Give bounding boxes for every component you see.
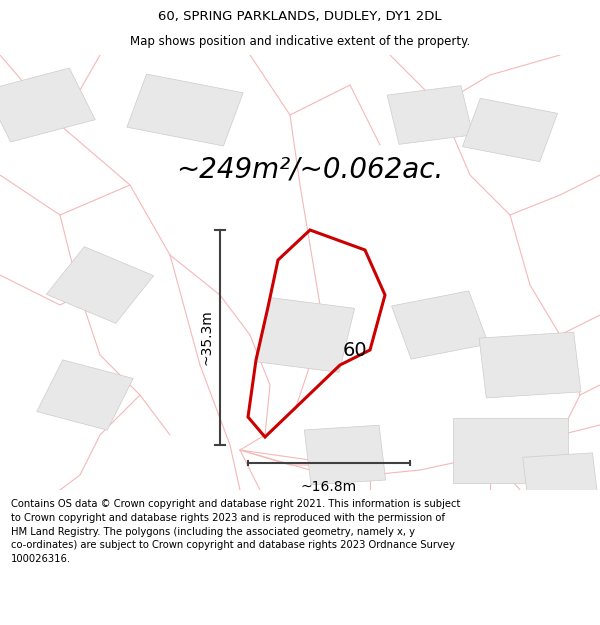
- Polygon shape: [37, 360, 133, 430]
- Polygon shape: [304, 425, 386, 485]
- Text: ~249m²/~0.062ac.: ~249m²/~0.062ac.: [176, 156, 443, 184]
- Polygon shape: [387, 86, 473, 144]
- Text: ~35.3m: ~35.3m: [200, 309, 214, 366]
- Text: ~16.8m: ~16.8m: [301, 481, 357, 494]
- Polygon shape: [452, 418, 568, 482]
- Polygon shape: [0, 68, 95, 142]
- Polygon shape: [523, 453, 597, 497]
- Polygon shape: [127, 74, 243, 146]
- Text: Map shows position and indicative extent of the property.: Map shows position and indicative extent…: [130, 35, 470, 48]
- Text: Contains OS data © Crown copyright and database right 2021. This information is : Contains OS data © Crown copyright and d…: [11, 499, 460, 564]
- Polygon shape: [256, 298, 355, 372]
- Text: 60, SPRING PARKLANDS, DUDLEY, DY1 2DL: 60, SPRING PARKLANDS, DUDLEY, DY1 2DL: [158, 10, 442, 23]
- Text: 60: 60: [343, 341, 367, 359]
- Polygon shape: [463, 98, 557, 162]
- Polygon shape: [479, 332, 581, 398]
- Polygon shape: [392, 291, 488, 359]
- Polygon shape: [46, 247, 154, 323]
